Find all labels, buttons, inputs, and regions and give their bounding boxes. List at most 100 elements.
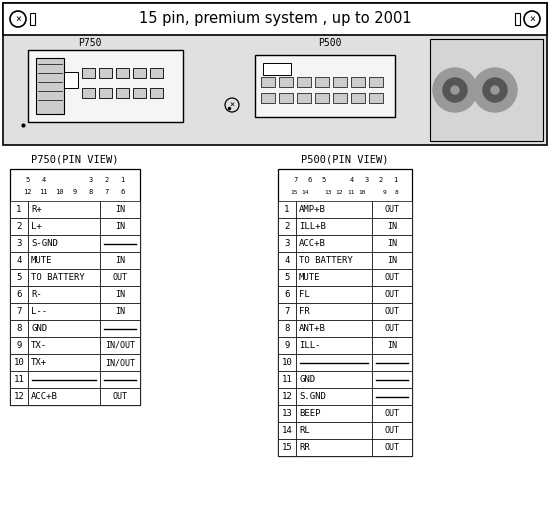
Text: P750(PIN VIEW): P750(PIN VIEW) (31, 155, 119, 165)
Text: 12: 12 (282, 392, 293, 401)
Bar (515, 13, 520, 25)
Bar (315, 93, 329, 103)
Circle shape (491, 86, 499, 94)
Bar (279, 93, 293, 103)
Text: 2: 2 (284, 222, 290, 231)
Bar (296, 218, 372, 235)
Text: 9: 9 (73, 189, 77, 195)
Bar (28, 354, 100, 371)
Bar (20, 173, 130, 197)
Circle shape (433, 68, 477, 112)
Text: OUT: OUT (384, 273, 399, 282)
Bar (278, 320, 296, 337)
Bar (30, 13, 35, 25)
Bar (278, 354, 296, 371)
Text: 6: 6 (16, 290, 21, 299)
Circle shape (451, 86, 459, 94)
Text: 6: 6 (307, 177, 311, 183)
Bar (278, 405, 296, 422)
Text: 4: 4 (350, 177, 354, 183)
Bar (261, 93, 275, 103)
Bar (297, 77, 311, 87)
Bar (278, 169, 412, 456)
Text: 5: 5 (284, 273, 290, 282)
Bar (372, 269, 412, 286)
Text: 9: 9 (284, 341, 290, 350)
Bar (296, 201, 372, 218)
Text: 7: 7 (104, 189, 108, 195)
Bar (315, 77, 329, 87)
Text: OUT: OUT (384, 307, 399, 316)
Text: OUT: OUT (384, 443, 399, 452)
Bar (100, 174, 113, 185)
Bar (372, 303, 412, 320)
Bar (372, 405, 412, 422)
Text: 1: 1 (393, 177, 397, 183)
Bar (3, 3, 547, 35)
Text: ×: × (229, 100, 234, 109)
Bar (278, 422, 296, 439)
Bar (296, 405, 372, 422)
Bar (372, 201, 412, 218)
Bar (323, 185, 333, 196)
Text: TX-: TX- (31, 341, 47, 350)
Text: 5: 5 (322, 177, 326, 183)
Bar (296, 422, 372, 439)
Bar (10, 218, 28, 235)
Bar (334, 185, 344, 196)
Bar (296, 354, 372, 371)
Text: 15: 15 (282, 443, 293, 452)
Text: 13: 13 (282, 409, 293, 418)
Bar (372, 371, 412, 388)
Text: R+: R+ (31, 205, 42, 214)
Bar (28, 252, 100, 269)
Bar (278, 371, 296, 388)
Text: FL: FL (299, 290, 310, 299)
Bar (278, 235, 296, 252)
Text: 10: 10 (359, 190, 366, 194)
Text: OUT: OUT (384, 409, 399, 418)
Bar (28, 320, 100, 337)
Bar (100, 252, 140, 269)
Bar (28, 303, 100, 320)
Bar (10, 337, 28, 354)
Text: MUTE: MUTE (31, 256, 52, 265)
Text: 10: 10 (55, 189, 64, 195)
Text: 10: 10 (14, 358, 24, 367)
Text: 3: 3 (89, 177, 93, 183)
Text: 1: 1 (120, 177, 124, 183)
Bar (317, 174, 330, 185)
Text: IN: IN (115, 290, 125, 299)
Text: 8: 8 (284, 324, 290, 333)
Text: RR: RR (299, 443, 310, 452)
Bar (84, 185, 97, 196)
Text: 13: 13 (324, 190, 332, 194)
Bar (278, 201, 296, 218)
Text: P500: P500 (318, 38, 342, 48)
Text: 1: 1 (284, 205, 290, 214)
Text: 8: 8 (16, 324, 21, 333)
Text: TX+: TX+ (31, 358, 47, 367)
Text: 4: 4 (284, 256, 290, 265)
Text: 10: 10 (282, 358, 293, 367)
Text: S-GND: S-GND (31, 239, 58, 248)
Text: AMP+B: AMP+B (299, 205, 326, 214)
Text: 8: 8 (394, 190, 398, 194)
Text: 14: 14 (301, 190, 309, 194)
Bar (100, 388, 140, 405)
Bar (116, 174, 129, 185)
Bar (303, 174, 316, 185)
Bar (278, 269, 296, 286)
Bar (150, 68, 163, 78)
Text: 12: 12 (336, 190, 343, 194)
Bar (372, 320, 412, 337)
Bar (150, 88, 163, 98)
Text: GND: GND (299, 375, 315, 384)
Bar (68, 185, 82, 196)
Bar (10, 201, 28, 218)
Text: 11: 11 (282, 375, 293, 384)
Bar (346, 174, 358, 185)
Circle shape (443, 78, 467, 102)
Bar (28, 235, 100, 252)
Text: 5: 5 (26, 177, 30, 183)
